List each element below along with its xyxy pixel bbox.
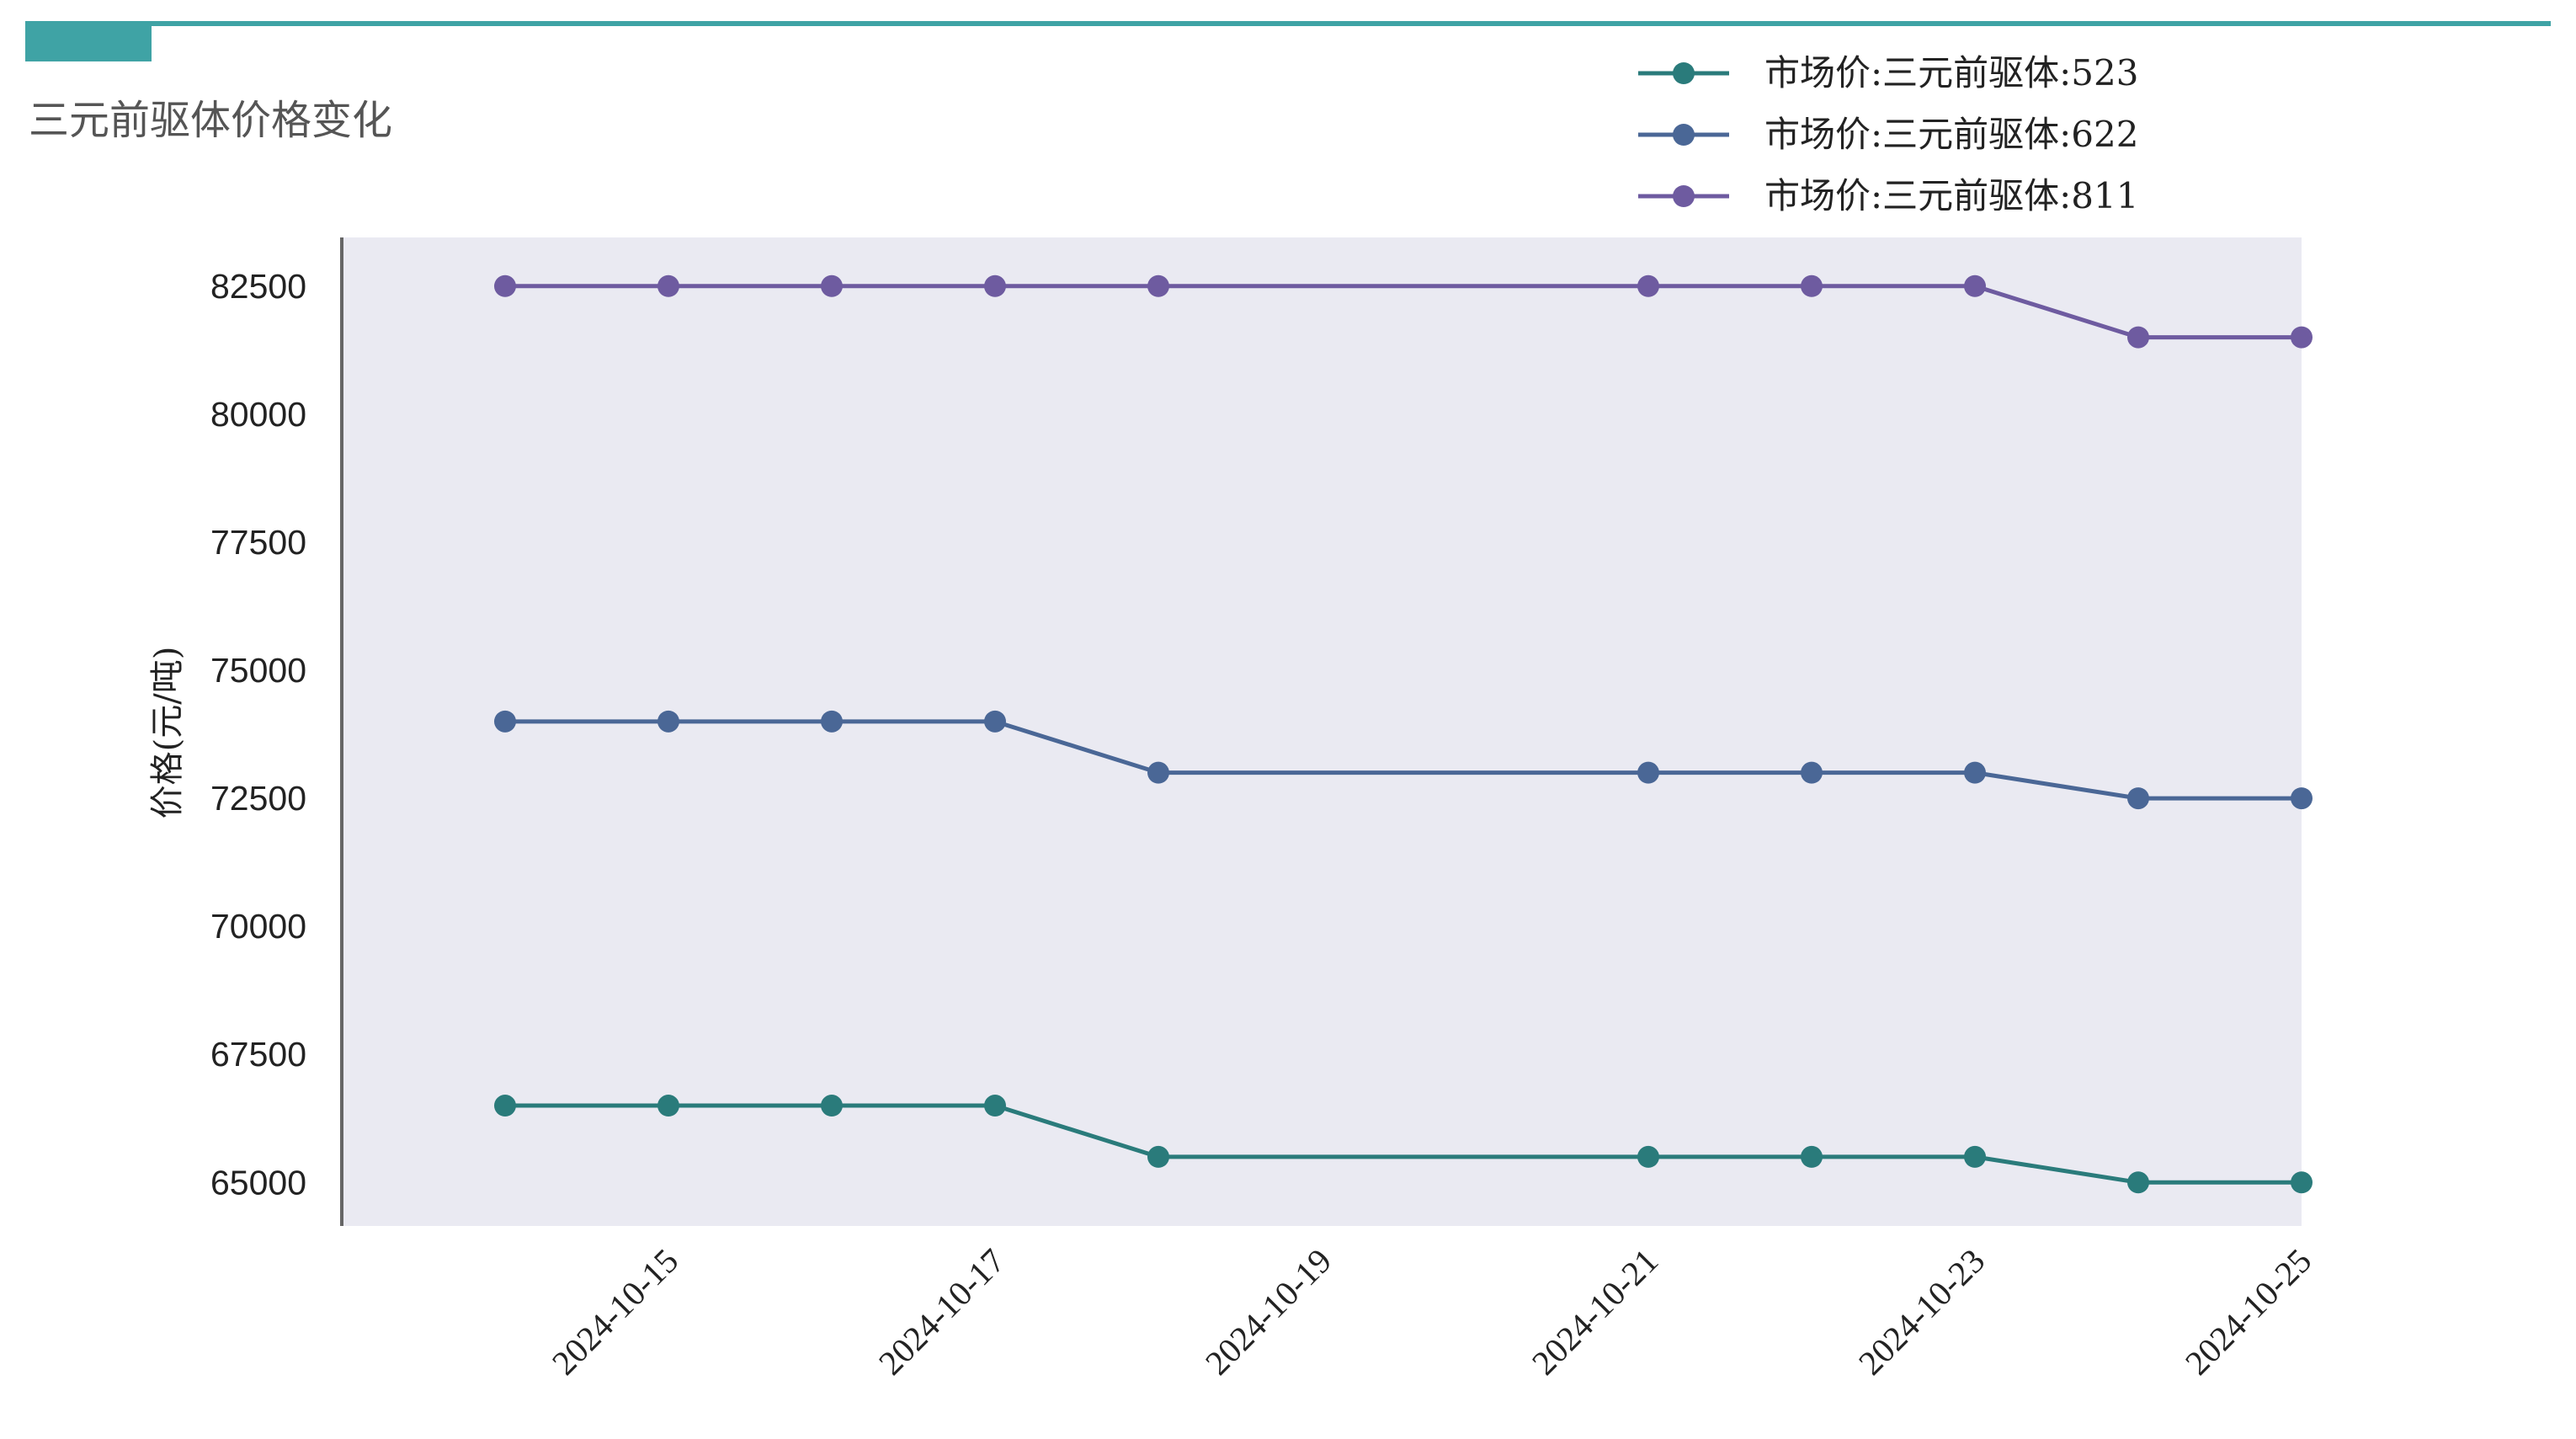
legend-label: 市场价:三元前驱体:622 xyxy=(1764,114,2138,155)
y-tick-label: 70000 xyxy=(210,907,306,946)
data-point xyxy=(494,1095,516,1117)
plot-area xyxy=(342,237,2302,1226)
series-line xyxy=(505,719,2302,801)
chart-title: 三元前驱体价格变化 xyxy=(29,97,393,144)
y-tick-label: 65000 xyxy=(210,1163,306,1202)
data-point xyxy=(1147,761,1169,784)
y-tick-label: 80000 xyxy=(210,395,306,434)
data-point xyxy=(2127,787,2149,810)
series-line xyxy=(505,1103,2302,1185)
data-point xyxy=(984,710,1006,733)
data-point xyxy=(2291,1171,2313,1194)
data-point xyxy=(821,1095,843,1117)
data-point xyxy=(494,274,516,297)
data-point xyxy=(657,710,679,733)
legend-label: 市场价:三元前驱体:523 xyxy=(1764,52,2138,93)
data-point xyxy=(1637,1145,1659,1168)
data-point xyxy=(2127,1171,2149,1194)
data-point xyxy=(657,274,679,297)
x-tick-label: 2024-10-19 xyxy=(1198,1241,1339,1383)
data-point xyxy=(821,274,843,297)
data-point xyxy=(657,1095,679,1117)
header-accent-block xyxy=(25,21,152,61)
data-point xyxy=(1964,761,1986,784)
x-tick-label: 2024-10-23 xyxy=(1851,1241,1993,1383)
data-point xyxy=(2127,326,2149,349)
series-layer xyxy=(494,274,2313,1194)
data-point xyxy=(1147,274,1169,297)
x-axis-ticks: 2024-10-15 2024-10-17 2024-10-19 2024-10-21… xyxy=(545,1241,2319,1383)
data-point xyxy=(2291,787,2313,810)
y-axis-ticks: 65000 67500 70000 72500 75000 77500 80000 82500 xyxy=(210,267,306,1202)
x-tick-label: 2024-10-17 xyxy=(871,1241,1013,1383)
legend-swatch-marker xyxy=(1673,124,1695,146)
data-point xyxy=(1637,274,1659,297)
data-point xyxy=(984,1095,1006,1117)
legend: 市场价:三元前驱体:523 市场价:三元前驱体:622 市场价:三元前驱体:811 xyxy=(1638,52,2138,216)
y-tick-label: 75000 xyxy=(210,651,306,690)
data-point xyxy=(494,710,516,733)
x-tick-label: 2024-10-21 xyxy=(1525,1241,1666,1383)
series-line xyxy=(505,284,2302,340)
data-point xyxy=(1801,274,1823,297)
data-point xyxy=(1637,761,1659,784)
data-point xyxy=(2291,326,2313,349)
y-tick-label: 77500 xyxy=(210,523,306,562)
legend-label: 市场价:三元前驱体:811 xyxy=(1764,175,2138,216)
y-tick-label: 67500 xyxy=(210,1035,306,1074)
data-point xyxy=(821,710,843,733)
x-tick-label: 2024-10-15 xyxy=(545,1241,686,1383)
header-accent-line xyxy=(25,21,2551,26)
y-axis-label: 价格(元/吨) xyxy=(148,647,187,819)
legend-swatch-marker xyxy=(1673,62,1695,84)
x-tick-label: 2024-10-25 xyxy=(2178,1241,2319,1383)
data-point xyxy=(1964,274,1986,297)
data-point xyxy=(1801,1145,1823,1168)
data-point xyxy=(1801,761,1823,784)
data-point xyxy=(1964,1145,1986,1168)
data-point xyxy=(1147,1145,1169,1168)
y-tick-label: 72500 xyxy=(210,779,306,818)
data-point xyxy=(984,274,1006,297)
y-tick-label: 82500 xyxy=(210,267,306,306)
legend-swatch-marker xyxy=(1673,185,1695,207)
